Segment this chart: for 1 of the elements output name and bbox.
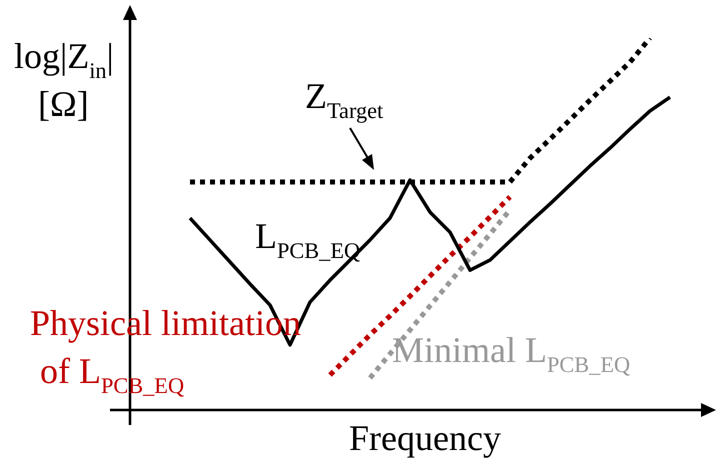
x-axis-title: Frequency: [349, 418, 501, 458]
